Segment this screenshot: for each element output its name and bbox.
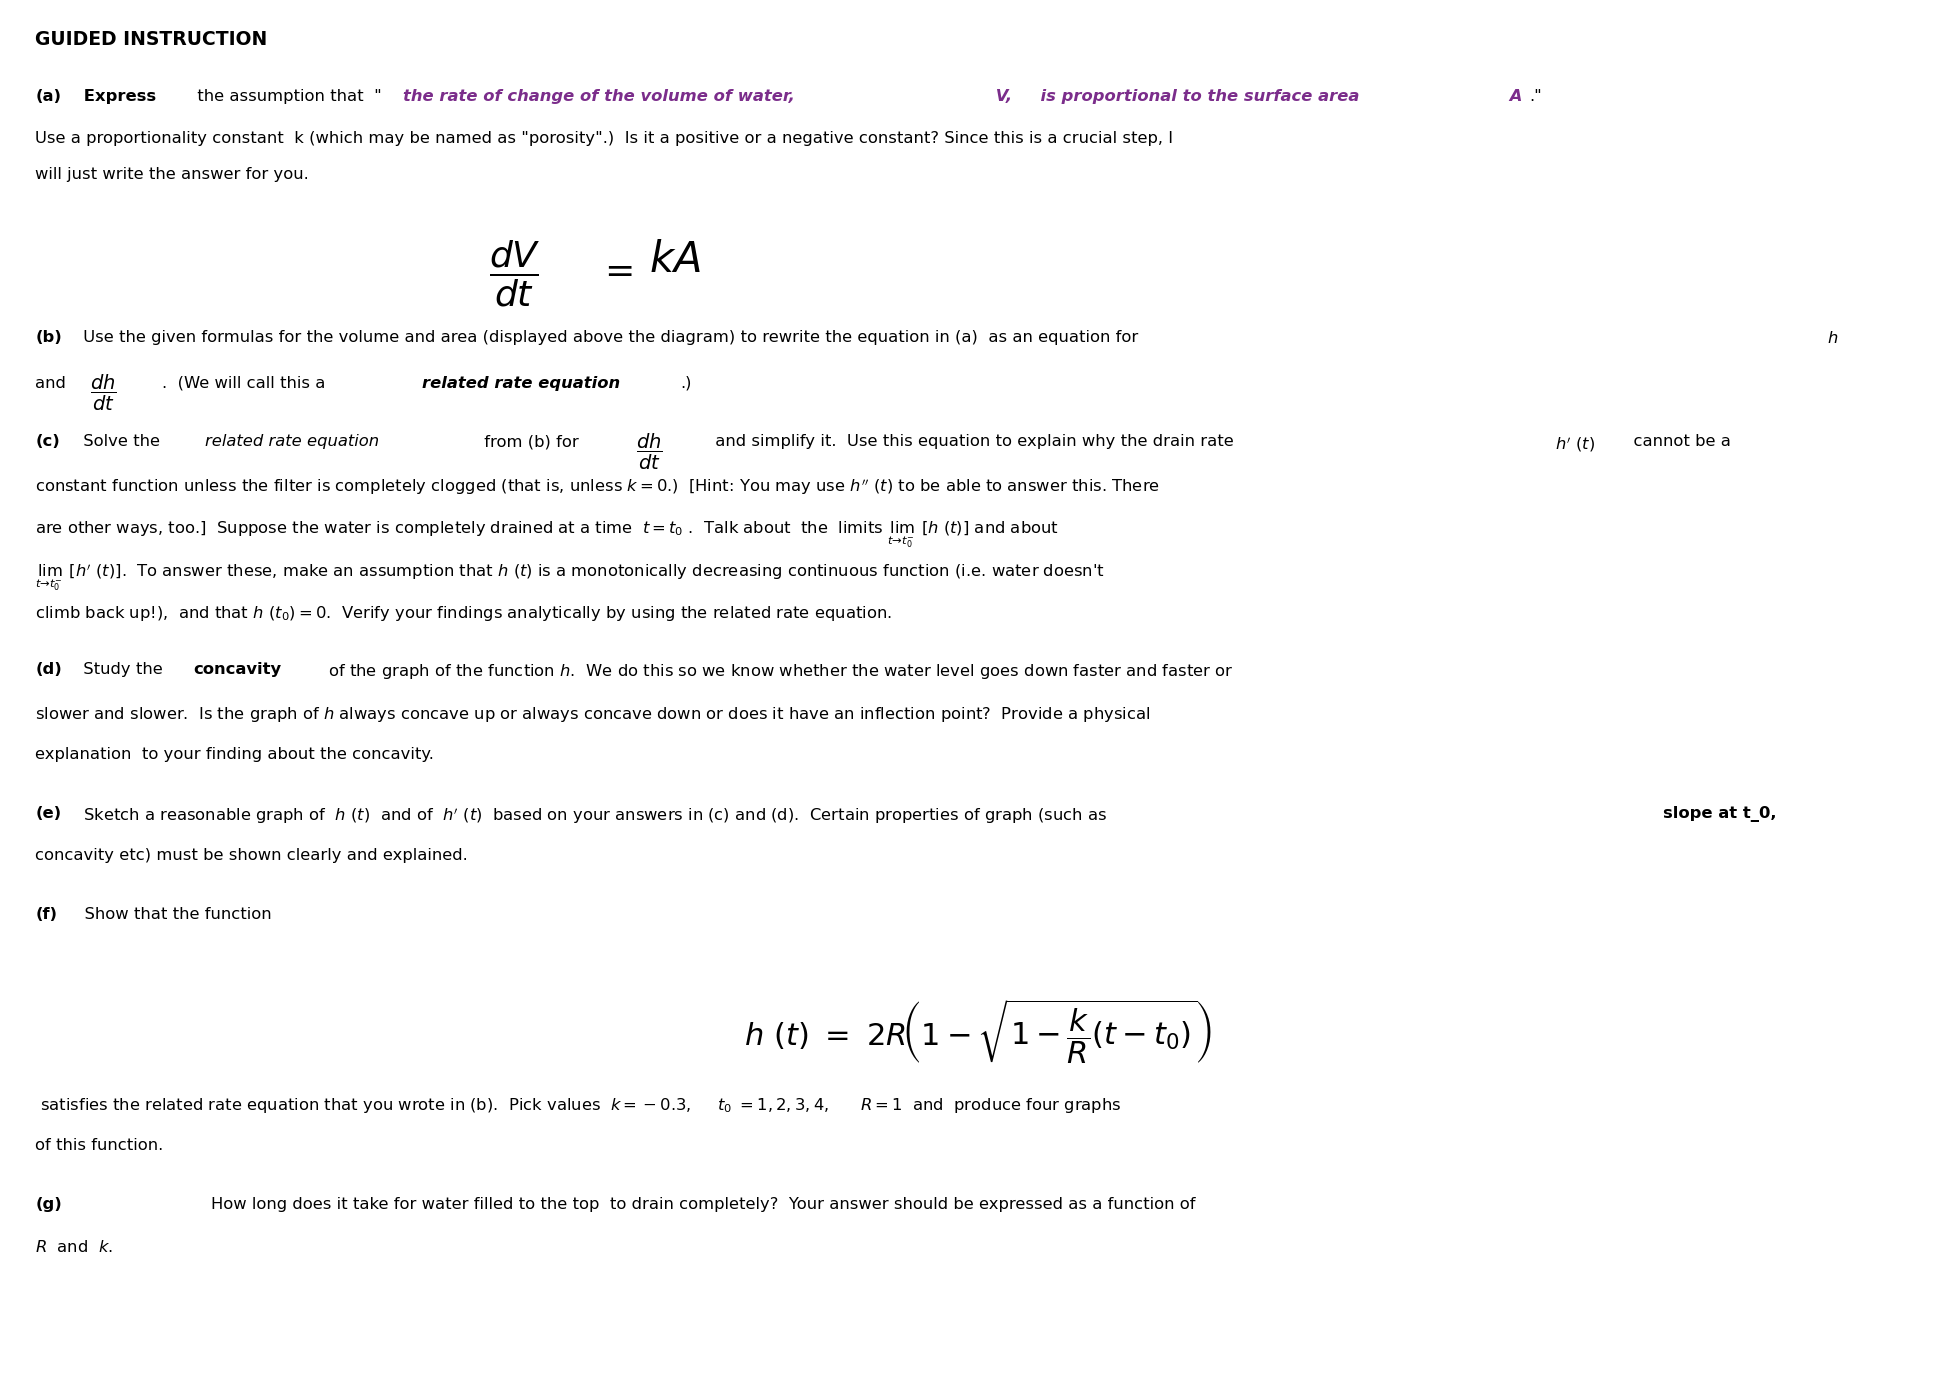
Text: $h$: $h$: [1826, 330, 1838, 346]
Text: the rate of change of the volume of water,: the rate of change of the volume of wate…: [403, 89, 794, 104]
Text: (c): (c): [35, 434, 61, 449]
Text: $R$  and  $k$.: $R$ and $k$.: [35, 1239, 113, 1254]
Text: Show that the function: Show that the function: [74, 906, 272, 922]
Text: $\lim_{t \to t_0^-}\ [h'\ (t)]$.  To answer these, make an assumption that $h\ (: $\lim_{t \to t_0^-}\ [h'\ (t)]$. To answ…: [35, 561, 1105, 593]
Text: and: and: [35, 376, 70, 391]
Text: of this function.: of this function.: [35, 1138, 164, 1153]
Text: are other ways, too.]  Suppose the water is completely drained at a time  $t = t: are other ways, too.] Suppose the water …: [35, 518, 1058, 550]
Text: How long does it take for water filled to the top  to drain completely?  Your an: How long does it take for water filled t…: [211, 1196, 1195, 1211]
Text: Use the given formulas for the volume and area (displayed above the diagram) to : Use the given formulas for the volume an…: [78, 330, 1144, 345]
Text: related rate equation: related rate equation: [205, 434, 379, 449]
Text: Use a proportionality constant  k (which may be named as "porosity".)  Is it a p: Use a proportionality constant k (which …: [35, 132, 1173, 147]
Text: .  (We will call this a: . (We will call this a: [162, 376, 330, 391]
Text: from (b) for: from (b) for: [479, 434, 585, 449]
Text: (g): (g): [35, 1196, 63, 1211]
Text: explanation  to your finding about the concavity.: explanation to your finding about the co…: [35, 747, 434, 762]
Text: slope at t_0,: slope at t_0,: [1662, 805, 1775, 822]
Text: will just write the answer for you.: will just write the answer for you.: [35, 168, 309, 183]
Text: and simplify it.  Use this equation to explain why the drain rate: and simplify it. Use this equation to ex…: [710, 434, 1238, 449]
Text: slower and slower.  Is the graph of $h$ always concave up or always concave down: slower and slower. Is the graph of $h$ a…: [35, 704, 1150, 723]
Text: (a): (a): [35, 89, 61, 104]
Text: (d): (d): [35, 663, 63, 678]
Text: constant function unless the filter is completely clogged (that is, unless $k = : constant function unless the filter is c…: [35, 477, 1159, 498]
Text: (f): (f): [35, 906, 57, 922]
Text: $\dfrac{dh}{dt}$: $\dfrac{dh}{dt}$: [90, 373, 117, 413]
Text: A: A: [1503, 89, 1521, 104]
Text: $=$: $=$: [596, 252, 631, 287]
Text: GUIDED INSTRUCTION: GUIDED INSTRUCTION: [35, 30, 268, 50]
Text: Express: Express: [78, 89, 156, 104]
Text: of the graph of the function $h$.  We do this so we know whether the water level: of the graph of the function $h$. We do …: [323, 663, 1232, 682]
Text: V,: V,: [989, 89, 1011, 104]
Text: Study the: Study the: [78, 663, 168, 678]
Text: (b): (b): [35, 330, 63, 345]
Text: $\dfrac{dV}{dt}$: $\dfrac{dV}{dt}$: [489, 238, 540, 309]
Text: concavity etc) must be shown clearly and explained.: concavity etc) must be shown clearly and…: [35, 848, 467, 863]
Text: climb back up!),  and that $h\ (t_0) = 0$.  Verify your findings analytically by: climb back up!), and that $h\ (t_0) = 0$…: [35, 604, 891, 622]
Text: $\dfrac{dh}{dt}$: $\dfrac{dh}{dt}$: [635, 431, 663, 471]
Text: (e): (e): [35, 805, 61, 821]
Text: the assumption that  ": the assumption that ": [192, 89, 381, 104]
Text: concavity: concavity: [194, 663, 282, 678]
Text: $h\ (t)\ =\ 2R\!\left(1 - \sqrt{1 - \dfrac{k}{R}(t - t_0)}\right)$: $h\ (t)\ =\ 2R\!\left(1 - \sqrt{1 - \dfr…: [743, 998, 1212, 1066]
Text: Solve the: Solve the: [78, 434, 166, 449]
Text: cannot be a: cannot be a: [1623, 434, 1730, 449]
Text: related rate equation: related rate equation: [422, 376, 620, 391]
Text: .": .": [1529, 89, 1542, 104]
Text: .): .): [680, 376, 692, 391]
Text: satisfies the related rate equation that you wrote in (b).  Pick values  $k = -0: satisfies the related rate equation that…: [35, 1095, 1122, 1114]
Text: $h'\ (t)$: $h'\ (t)$: [1554, 434, 1595, 453]
Text: Sketch a reasonable graph of  $h\ (t)$  and of  $h'\ (t)$  based on your answers: Sketch a reasonable graph of $h\ (t)$ an…: [78, 805, 1108, 826]
Text: $\mathbf{\mathit{kA}}$: $\mathbf{\mathit{kA}}$: [649, 238, 700, 281]
Text: is proportional to the surface area: is proportional to the surface area: [1028, 89, 1359, 104]
